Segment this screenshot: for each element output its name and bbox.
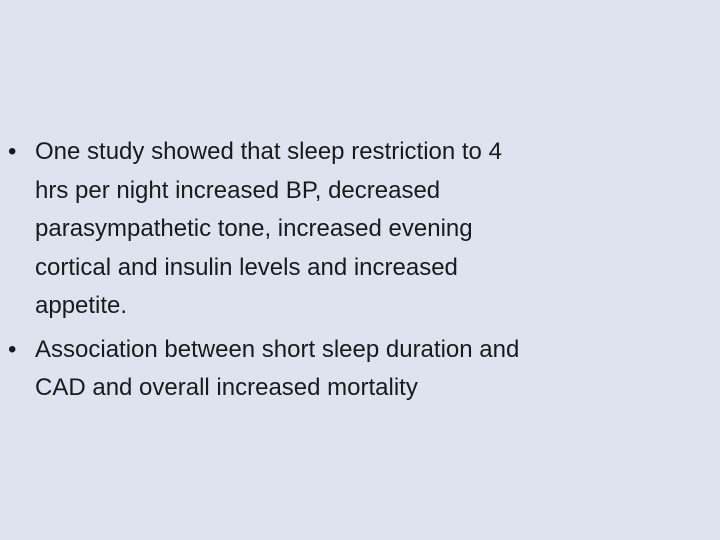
bullet-marker: •: [8, 335, 17, 363]
bullet-text: One study showed that sleep restriction …: [35, 138, 502, 165]
bullet-list: • One study showed that sleep restriction…: [8, 133, 708, 413]
bullet-item: • One study showed that sleep restriction…: [8, 133, 708, 326]
bullet-text: CAD and overall increased mortality: [35, 374, 418, 401]
bullet-text: cortical and insulin levels and increase…: [35, 253, 458, 281]
bullet-text: appetite.: [35, 292, 128, 319]
bullet-text: parasympathetic tone, increased evening: [35, 215, 473, 242]
bullet-item: • Association between short sleep duratio…: [8, 331, 708, 408]
bullet-marker: •: [8, 138, 17, 165]
bullet-text: Association between short sleep duration…: [35, 335, 520, 363]
bullet-text: hrs per night increased BP, decreased: [35, 176, 441, 204]
